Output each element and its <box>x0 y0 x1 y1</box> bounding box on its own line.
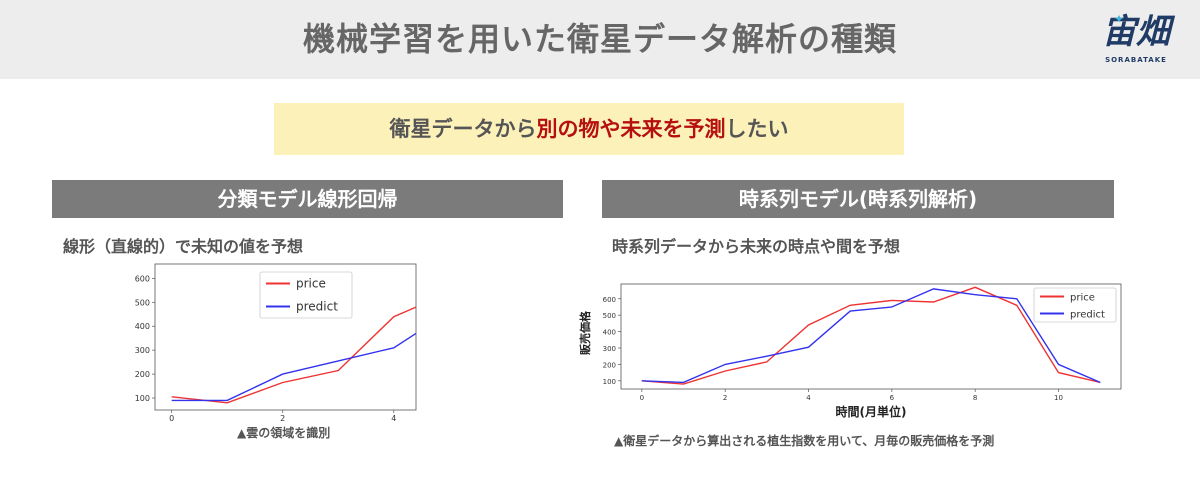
x-tick-label: 4 <box>391 414 396 423</box>
time-series-chart: 販売価格 100 200 300 400 500 600 0 2 4 6 8 10 price pred… <box>578 283 1122 419</box>
header-bar <box>0 0 1200 79</box>
y-tick-label: 200 <box>135 370 150 379</box>
series-line-price <box>641 286 1101 385</box>
x-tick-label: 0 <box>640 394 644 402</box>
series-line-price <box>171 306 417 404</box>
y-tick-label: 400 <box>603 329 616 337</box>
series-line-predict <box>641 288 1101 384</box>
y-tick-label: 400 <box>135 322 150 331</box>
y-tick-label: 500 <box>603 312 616 320</box>
x-axis-label: 時間(月単位) <box>836 404 907 419</box>
banner-highlight: 別の物や未来を予測 <box>536 117 726 141</box>
x-tick-label: 4 <box>806 394 811 402</box>
page-title: 機械学習を用いた衛星データ解析の種類 <box>302 20 897 58</box>
banner-post: したい <box>725 117 789 141</box>
y-axis-label: 販売価格 <box>578 310 592 355</box>
headline-banner: 衛星データから別の物や未来を予測したい <box>274 103 904 155</box>
right-caption: ▲衛星データから算出される植生指数を用いて、月毎の販売価格を予測 <box>614 434 995 448</box>
sparkle-icon: ✦ <box>1114 12 1125 26</box>
legend-label-price: price <box>1070 293 1095 304</box>
section-heading-time-series: 時系列モデル(時系列解析) <box>602 180 1114 218</box>
right-subtitle: 時系列データから未来の時点や間を予想 <box>612 237 901 256</box>
legend-label-predict: predict <box>1070 310 1105 321</box>
left-caption: ▲雲の領域を識別 <box>237 426 331 440</box>
series-line-predict <box>171 332 417 402</box>
y-tick-label: 100 <box>603 378 616 386</box>
y-tick-label: 600 <box>603 296 616 304</box>
x-tick-label: 0 <box>169 414 174 423</box>
sorabatake-logo[interactable]: 宙畑 ✦ SORABATAKE <box>1088 10 1184 70</box>
legend-label-price: price <box>296 277 326 291</box>
logo-mark: 宙畑 <box>1102 12 1170 52</box>
y-tick-label: 500 <box>135 298 150 307</box>
y-tick-label: 300 <box>603 345 616 353</box>
logo-subtext: SORABATAKE <box>1105 56 1167 64</box>
y-tick-label: 100 <box>135 394 150 403</box>
chart-legend: price predict <box>1033 287 1117 323</box>
x-tick-label: 2 <box>723 394 727 402</box>
linear-regression-chart: 100 200 300 400 500 600 0 2 4 price predict <box>135 263 417 423</box>
banner-pre: 衛星データから <box>389 117 537 141</box>
x-tick-label: 6 <box>890 394 895 402</box>
legend-label-predict: predict <box>296 300 338 314</box>
left-subtitle: 線形（直線的）で未知の値を予想 <box>63 237 304 256</box>
y-tick-label: 600 <box>135 274 150 283</box>
x-tick-label: 10 <box>1054 394 1063 402</box>
y-tick-label: 300 <box>135 346 150 355</box>
x-tick-label: 8 <box>973 394 977 402</box>
x-tick-label: 2 <box>280 414 285 423</box>
chart-legend: price predict <box>259 271 353 319</box>
y-tick-label: 200 <box>603 361 616 369</box>
section-heading-linear-regression: 分類モデル線形回帰 <box>52 180 563 218</box>
